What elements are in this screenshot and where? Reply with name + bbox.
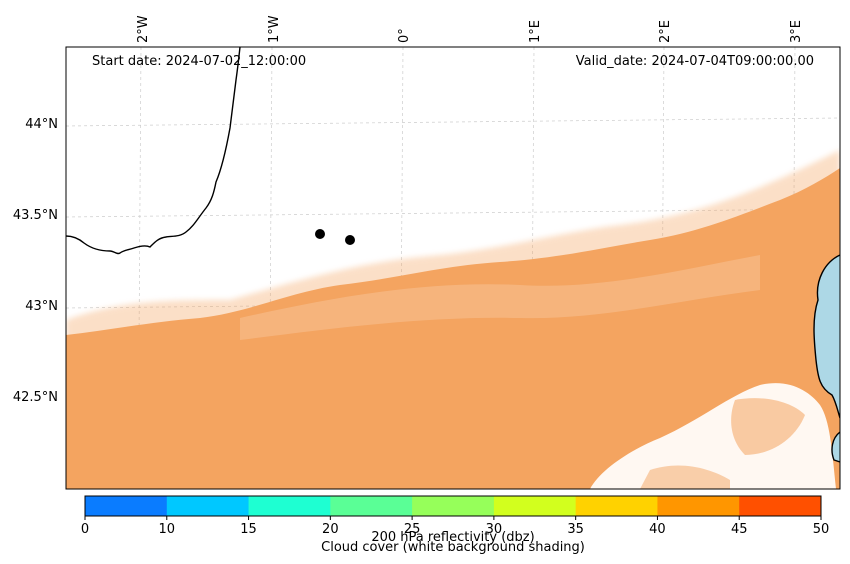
lat-label: 43°N — [25, 299, 58, 314]
lat-label: 43.5°N — [13, 208, 58, 223]
colorbar-segment — [85, 496, 168, 516]
lon-label: 2°E — [658, 20, 673, 43]
colorbar-label: 200 hPa reflectivity (dbz) — [371, 530, 534, 545]
coastline-biscay — [66, 47, 241, 255]
colorbar-tick-label: 50 — [813, 522, 830, 537]
colorbar-segment — [575, 496, 658, 516]
colorbar-tick-label: 25 — [404, 522, 421, 537]
colorbar-tick-label: 20 — [322, 522, 339, 537]
colorbar-segment — [330, 496, 413, 516]
marker-point-1[interactable] — [315, 229, 325, 239]
lat-axis: 44°N 43.5°N 43°N 42.5°N — [13, 117, 58, 405]
lon-label: 1°W — [267, 15, 282, 43]
colorbar-tick-label: 35 — [567, 522, 584, 537]
sea-mediterranean — [814, 255, 840, 418]
colorbar-tick-label: 15 — [240, 522, 257, 537]
lon-axis: 2°W 1°W 0° 1°E 2°E 3°E — [136, 15, 804, 43]
colorbar-tick-label: 45 — [731, 522, 748, 537]
colorbar-segment — [739, 496, 822, 516]
colorbar: 0 10 15 20 25 30 35 40 45 50 200 hPa reflectivity… — [81, 495, 830, 555]
colorbar-frame — [84, 495, 822, 517]
lat-label: 44°N — [25, 117, 58, 132]
lon-label: 2°W — [136, 15, 151, 43]
colorbar-tick-label: 10 — [159, 522, 176, 537]
colorbar-segment — [493, 496, 577, 516]
lat-label: 42.5°N — [13, 390, 58, 405]
cloud-streaks — [240, 255, 760, 340]
colorbar-segment — [412, 496, 495, 516]
colorbar-segment — [248, 496, 331, 516]
cloud-main — [66, 168, 840, 489]
lon-label: 1°E — [528, 20, 543, 43]
colorbar-segment — [657, 496, 740, 516]
colorbar-tick-label: 0 — [81, 522, 89, 537]
marker-point-2[interactable] — [345, 235, 355, 245]
lon-label: 3°E — [789, 20, 804, 43]
sea-mediterranean-south — [832, 432, 840, 462]
colorbar-sublabel: Cloud cover (white background shading) — [321, 540, 585, 555]
coastline-east — [813, 254, 840, 463]
colorbar-tick-label: 30 — [486, 522, 503, 537]
lon-label: 0° — [397, 28, 412, 43]
reflectivity-shading — [66, 150, 840, 489]
colorbar-segment — [166, 496, 250, 516]
map-frame — [65, 46, 841, 490]
map-area[interactable]: Start date: 2024-07-02_12:00:00 Valid_da… — [66, 47, 840, 489]
colorbar-tick-label: 40 — [649, 522, 666, 537]
valid-date-label: Valid_date: 2024-07-04T09:00:00.00 — [576, 54, 814, 69]
start-date-label: Start date: 2024-07-02_12:00:00 — [92, 54, 306, 69]
